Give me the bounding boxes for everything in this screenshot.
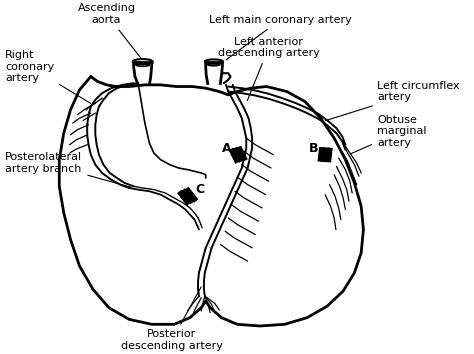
Text: Left circumflex
artery: Left circumflex artery [326, 81, 460, 121]
Text: Right
coronary
artery: Right coronary artery [5, 50, 91, 103]
Text: Left anterior
descending artery: Left anterior descending artery [218, 37, 320, 101]
Text: B: B [309, 142, 319, 155]
Text: Posterolateral
artery branch: Posterolateral artery branch [5, 152, 131, 187]
Text: C: C [196, 183, 205, 196]
Text: Obtuse
marginal
artery: Obtuse marginal artery [351, 115, 427, 154]
Text: Left main coronary artery: Left main coronary artery [209, 15, 351, 60]
Text: A: A [222, 142, 232, 155]
Text: Posterior
descending artery: Posterior descending artery [121, 287, 223, 351]
Text: Ascending
aorta: Ascending aorta [78, 4, 142, 59]
